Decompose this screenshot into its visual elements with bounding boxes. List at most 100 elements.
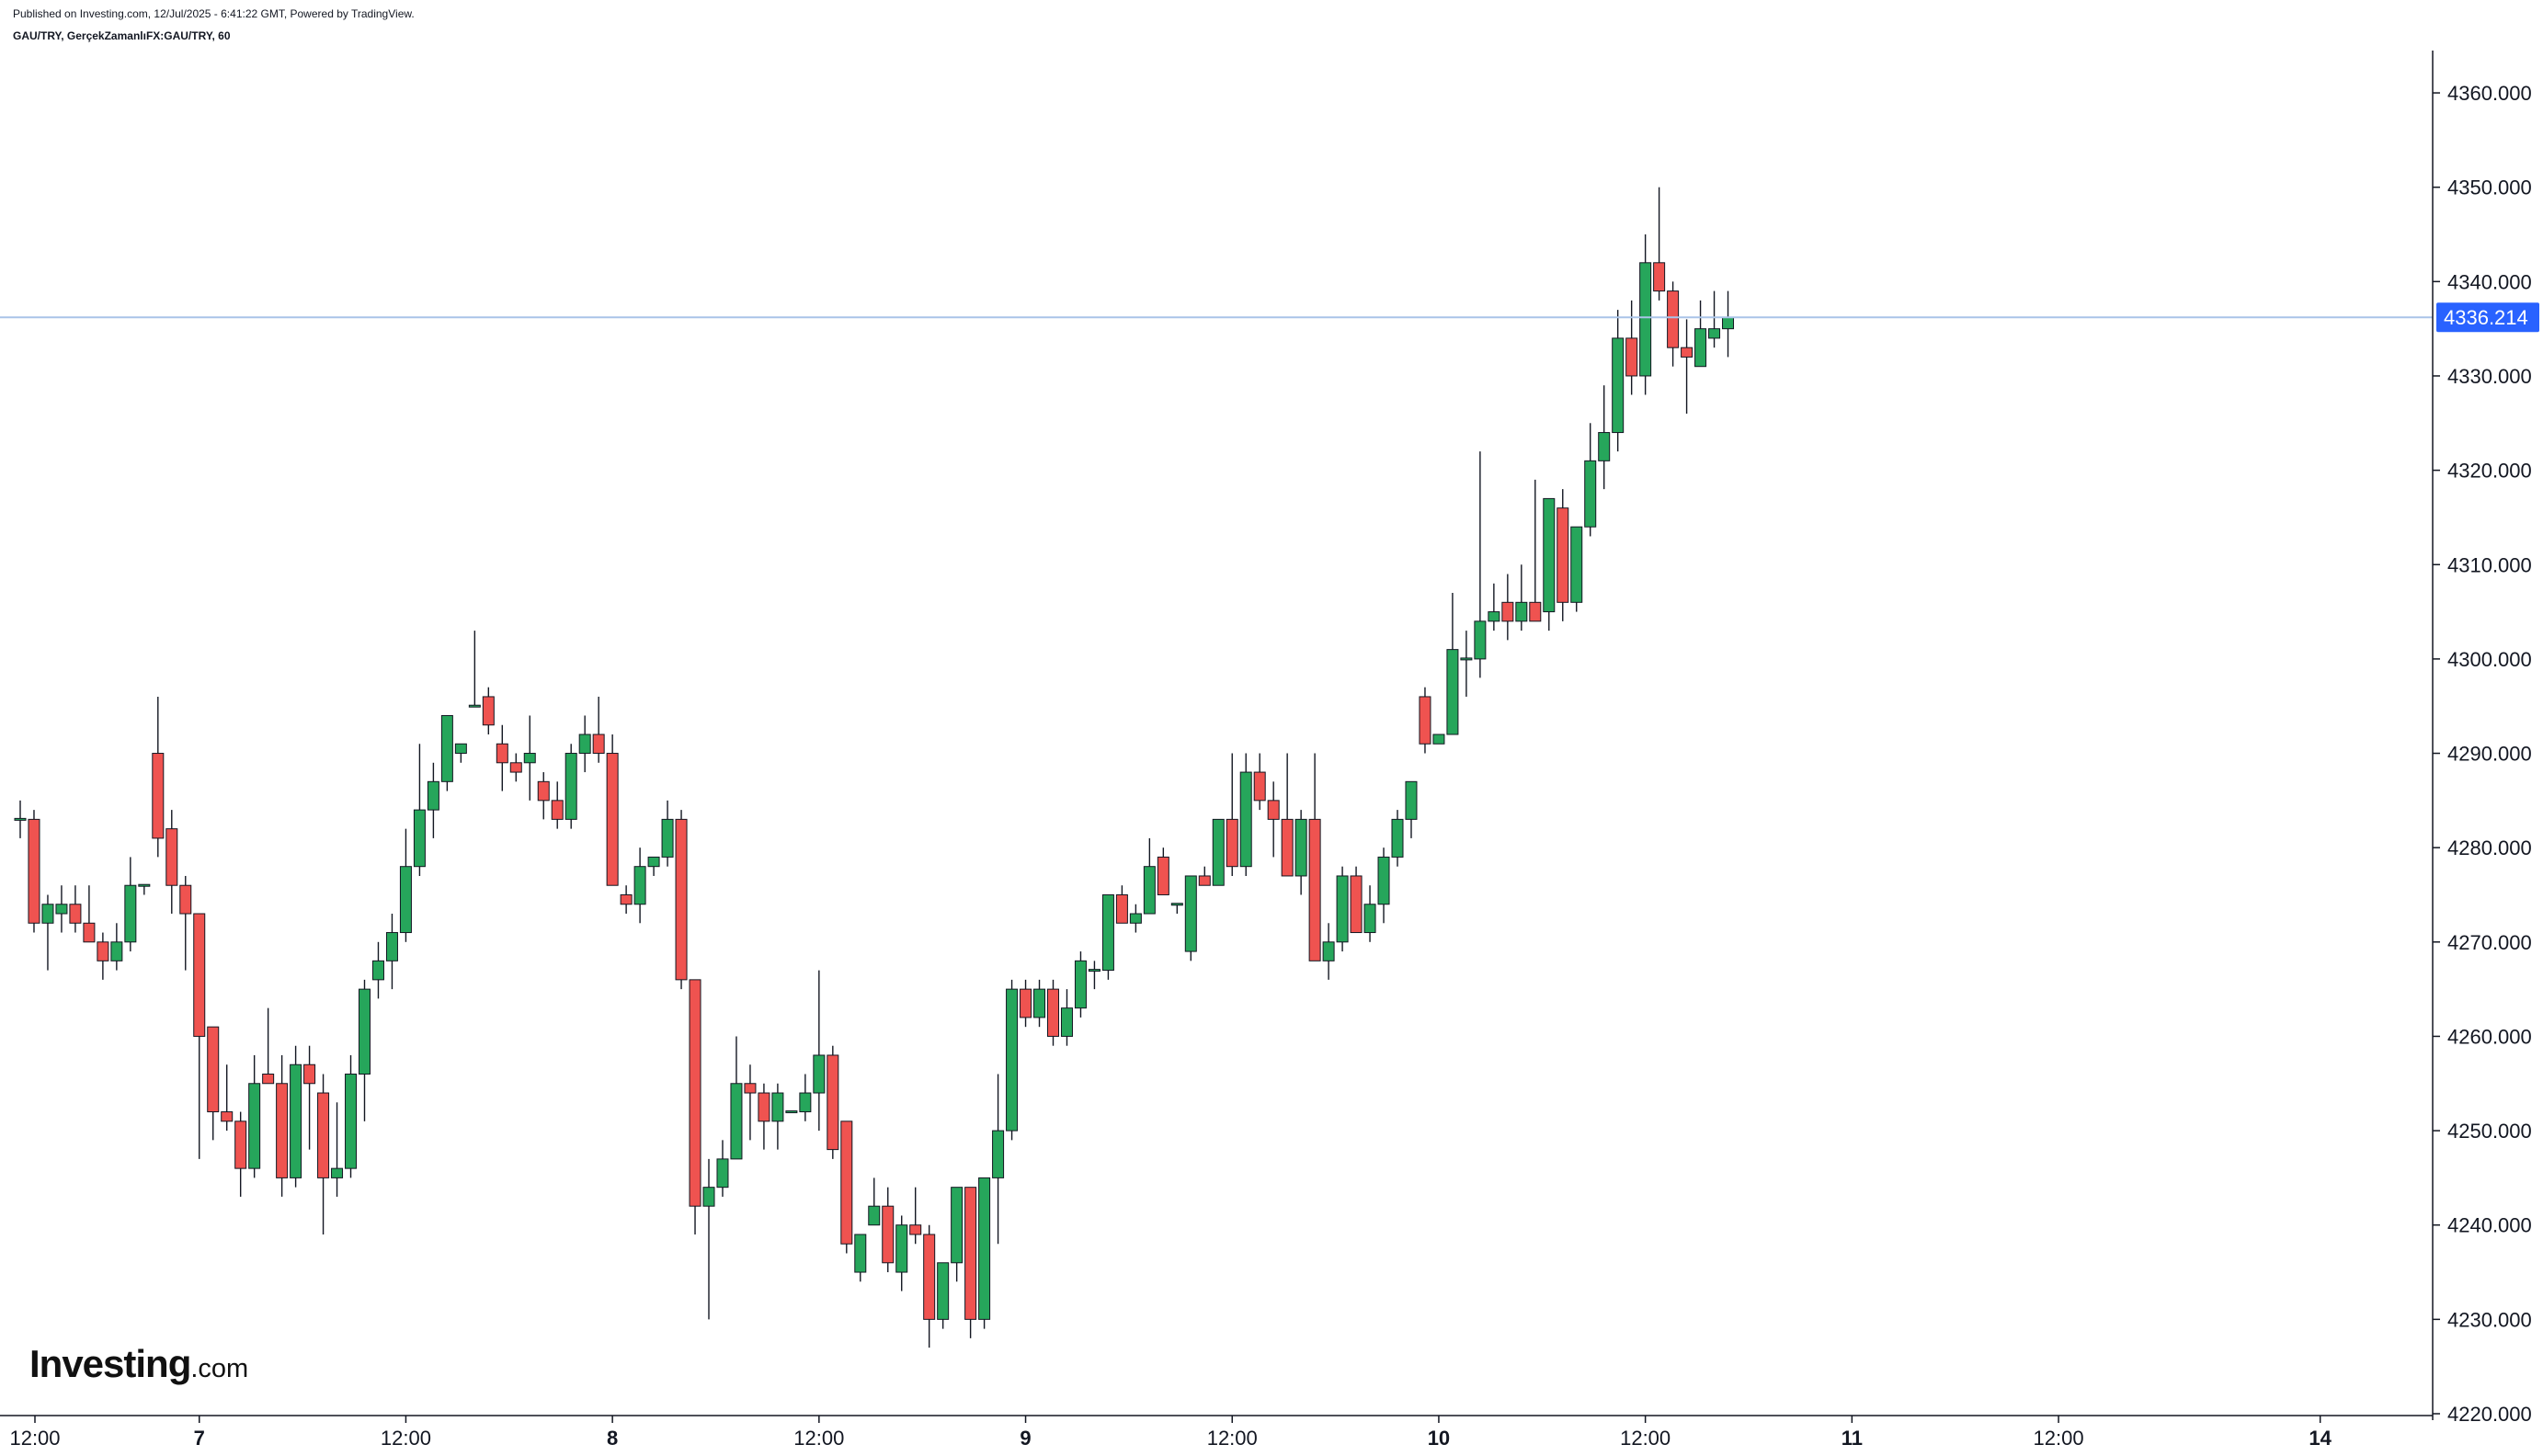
candle-down[interactable] <box>482 687 495 734</box>
candle-down[interactable] <box>1419 687 1431 754</box>
candle-up[interactable] <box>978 1177 991 1329</box>
candle-up[interactable] <box>1033 979 1046 1028</box>
candle-up[interactable] <box>345 1054 358 1178</box>
candle-up[interactable] <box>110 923 123 971</box>
candle-up[interactable] <box>578 715 591 773</box>
candle-up[interactable] <box>359 979 371 1121</box>
y-axis[interactable]: 4220.000 4230.000 4240.000 4250.000 4260.000… <box>2432 51 2539 1426</box>
candle-down[interactable] <box>1198 866 1211 886</box>
candle-up[interactable] <box>1074 951 1087 1018</box>
candle-up[interactable] <box>371 941 384 999</box>
candle-up[interactable] <box>661 800 674 867</box>
candle-up[interactable] <box>1639 234 1652 395</box>
candle-up[interactable] <box>1363 885 1376 942</box>
candle-down[interactable] <box>1308 753 1321 961</box>
candle-down[interactable] <box>234 1111 247 1197</box>
candle-up[interactable] <box>799 1074 812 1121</box>
candle-down[interactable] <box>496 724 508 791</box>
candle-down[interactable] <box>1226 753 1238 876</box>
candle-up[interactable] <box>468 631 481 708</box>
candle-up[interactable] <box>1584 423 1597 537</box>
candle-up[interactable] <box>385 914 398 990</box>
candle-up[interactable] <box>1006 979 1019 1141</box>
candle-down[interactable] <box>83 885 96 943</box>
candle-up[interactable] <box>895 1215 908 1291</box>
candle-up[interactable] <box>331 1102 344 1197</box>
candle-up[interactable] <box>564 744 577 829</box>
candle-down[interactable] <box>179 875 192 971</box>
candle-up[interactable] <box>1598 385 1611 490</box>
candle-up[interactable] <box>1239 753 1252 876</box>
candle-up[interactable] <box>1488 583 1500 631</box>
candle-down[interactable] <box>758 1083 770 1150</box>
candle-up[interactable] <box>785 1110 798 1114</box>
candle-up[interactable] <box>454 743 467 763</box>
candle-down[interactable] <box>262 1007 275 1085</box>
candle-down[interactable] <box>317 1074 330 1234</box>
candle-down[interactable] <box>276 1054 289 1197</box>
candle-down[interactable] <box>964 1187 977 1338</box>
candle-down[interactable] <box>1047 979 1059 1046</box>
candle-up[interactable] <box>1101 893 1114 980</box>
candle-down[interactable] <box>537 772 550 820</box>
candle-up[interactable] <box>813 970 826 1132</box>
candle-down[interactable] <box>165 810 178 915</box>
candle-down[interactable] <box>509 753 522 782</box>
candle-up[interactable] <box>633 847 646 924</box>
candle-up[interactable] <box>771 1083 784 1150</box>
candle-down[interactable] <box>1350 866 1363 934</box>
candle-down[interactable] <box>1667 281 1680 367</box>
candle-up[interactable] <box>937 1262 950 1329</box>
candle-up[interactable] <box>1170 903 1183 915</box>
candle-down[interactable] <box>1157 847 1169 895</box>
candle-down[interactable] <box>606 734 619 886</box>
candle-down[interactable] <box>1281 753 1294 877</box>
candle-down[interactable] <box>827 1045 839 1159</box>
candle-down[interactable] <box>909 1187 922 1245</box>
candle-down[interactable] <box>1267 781 1280 858</box>
candle-up[interactable] <box>1708 290 1721 348</box>
candle-down[interactable] <box>620 885 633 915</box>
candle-down[interactable] <box>551 781 564 829</box>
candle-up[interactable] <box>1336 866 1349 952</box>
candle-down[interactable] <box>1557 489 1569 621</box>
candle-down[interactable] <box>207 1026 220 1141</box>
candle-up[interactable] <box>41 894 54 971</box>
candle-up[interactable] <box>1294 810 1307 895</box>
candle-down[interactable] <box>675 810 688 990</box>
candle-up[interactable] <box>523 715 536 801</box>
candle-up[interactable] <box>1377 847 1390 924</box>
candle-down[interactable] <box>923 1224 936 1348</box>
candle-down[interactable] <box>97 932 109 980</box>
candle-up[interactable] <box>1432 734 1445 745</box>
candle-up[interactable] <box>1143 837 1156 915</box>
candle-down[interactable] <box>152 696 165 858</box>
candle-up[interactable] <box>1694 300 1707 368</box>
candle-down[interactable] <box>69 885 82 933</box>
candle-down[interactable] <box>193 913 206 1159</box>
candle-up[interactable] <box>951 1187 964 1282</box>
candle-down[interactable] <box>592 696 605 763</box>
candle-up[interactable] <box>992 1074 1005 1245</box>
candle-down[interactable] <box>744 1064 757 1141</box>
candle-up[interactable] <box>399 828 412 942</box>
candle-up[interactable] <box>1570 526 1583 612</box>
candle-down[interactable] <box>1625 300 1638 395</box>
candle-up[interactable] <box>1129 904 1142 933</box>
candle-up[interactable] <box>1212 818 1225 886</box>
candle-down[interactable] <box>1681 319 1693 415</box>
candle-up[interactable] <box>427 762 439 838</box>
candle-down[interactable] <box>1501 574 1514 641</box>
candle-up[interactable] <box>1391 810 1404 867</box>
candle-down[interactable] <box>1115 885 1128 924</box>
candle-up[interactable] <box>1088 961 1100 990</box>
candle-down[interactable] <box>1653 187 1666 301</box>
candle-up[interactable] <box>854 1234 867 1282</box>
candle-down[interactable] <box>1529 479 1542 622</box>
candle-down[interactable] <box>882 1187 895 1273</box>
candle-up[interactable] <box>1474 451 1487 678</box>
candle-up[interactable] <box>1543 497 1556 631</box>
candle-down[interactable] <box>689 979 701 1234</box>
candle-down[interactable] <box>1020 979 1032 1028</box>
